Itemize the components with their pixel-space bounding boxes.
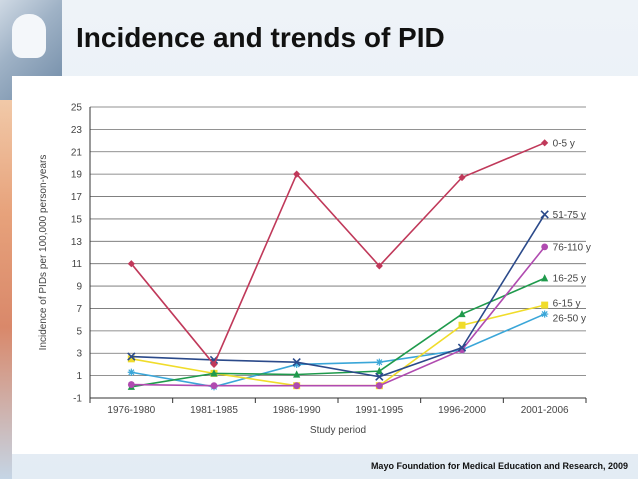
data-point-26-50-y	[127, 368, 135, 376]
series-line-76-110-y	[131, 246, 546, 387]
data-point-51-75-y	[292, 358, 301, 367]
series-label-76-110-y: 76-110 y	[553, 242, 591, 253]
y-tick-label: 3	[76, 349, 82, 360]
data-point-51-75-y	[127, 352, 136, 361]
data-point-26-50-y	[375, 358, 383, 366]
x-tick-label: 1991-1995	[355, 405, 403, 416]
data-point-76-110-y	[375, 382, 383, 390]
y-axis-title: Incidence of PIDs per 100,000 person-yea…	[38, 155, 49, 351]
y-tick-label: 1	[76, 371, 82, 382]
series-label-26-50-y: 26-50 y	[553, 314, 586, 325]
data-point-51-75-y	[375, 372, 384, 381]
data-point-0-5-y	[210, 360, 218, 369]
x-tick-label: 1976-1980	[107, 405, 155, 416]
y-tick-label: 23	[71, 125, 83, 136]
y-tick-label: 19	[71, 170, 83, 181]
y-tick-label: 21	[71, 147, 83, 158]
data-point-51-75-y	[540, 210, 549, 219]
x-tick-label: 1981-1985	[190, 405, 238, 416]
data-point-0-5-y	[541, 139, 549, 147]
data-point-76-110-y	[127, 381, 135, 388]
data-point-16-25-y	[458, 309, 466, 318]
data-point-26-50-y	[541, 310, 549, 318]
source-note: Mayo Foundation for Medical Education an…	[370, 461, 628, 471]
series-line-16-25-y	[131, 277, 545, 388]
y-tick-label: 17	[71, 192, 83, 203]
y-tick-label: 13	[71, 237, 83, 248]
series-line-26-50-y	[131, 313, 545, 388]
y-tick-label: 5	[76, 326, 82, 337]
series-line-51-75-y	[131, 214, 546, 378]
data-point-26-50-y	[293, 360, 301, 369]
doctor-mask-graphic	[12, 14, 46, 58]
x-tick-label: 1986-1990	[273, 405, 321, 416]
y-tick-label: 15	[71, 214, 83, 225]
side-decoration-strip	[0, 100, 12, 479]
data-point-0-5-y	[293, 170, 301, 178]
y-tick-label: 11	[72, 259, 83, 270]
slide-title: Incidence and trends of PID	[76, 22, 445, 53]
x-tick-label: 1996-2000	[438, 405, 486, 416]
data-point-0-5-y	[458, 173, 466, 182]
chart-panel: -1 1 3 5 7 9 11 13 15 17 19 21 23 25 1976-1980 1981-198…	[12, 76, 638, 454]
data-point-51-75-y	[457, 343, 467, 352]
y-tick-label: 9	[76, 282, 82, 293]
data-point-16-25-y	[375, 367, 383, 375]
data-point-6-15-y	[127, 355, 135, 363]
series-label-6-15-y: 6-15 y	[553, 299, 581, 310]
series-label-16-25-y: 16-25 y	[553, 274, 586, 285]
y-tick-label: -1	[73, 394, 82, 405]
data-point-6-15-y	[458, 321, 466, 329]
data-point-16-25-y	[541, 274, 549, 282]
series-line-0-5-y	[130, 142, 545, 366]
data-point-16-25-y	[293, 370, 301, 378]
data-point-76-110-y	[293, 382, 301, 390]
series-label-51-75-y: 51-75 y	[553, 210, 586, 221]
data-point-6-15-y	[541, 301, 549, 309]
series-label-0-5-y: 0-5 y	[553, 138, 575, 149]
y-tick-label: 25	[71, 103, 83, 114]
data-point-76-110-y	[541, 243, 549, 251]
data-point-16-25-y	[210, 369, 218, 377]
data-point-76-110-y	[210, 382, 218, 390]
y-tick-label: 7	[76, 304, 82, 315]
x-axis-title: Study period	[310, 425, 366, 436]
x-tick-label: 2001-2006	[521, 405, 569, 416]
